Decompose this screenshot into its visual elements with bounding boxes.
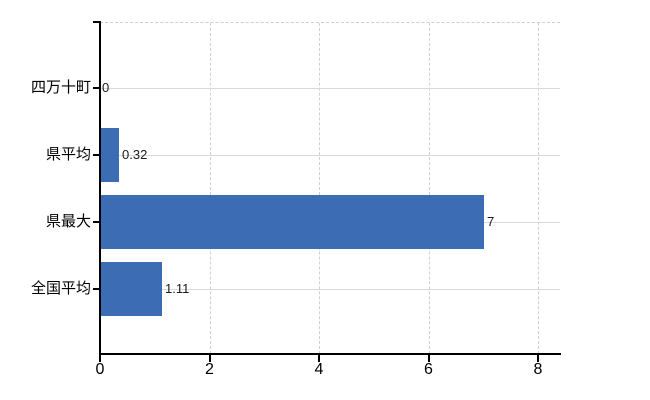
- category-label: 四万十町: [30, 79, 91, 96]
- x-tick-label: 0: [95, 361, 105, 378]
- h-gridline: [101, 88, 560, 89]
- x-axis-tick: [99, 355, 101, 362]
- x-tick-label: 8: [533, 361, 543, 378]
- x-axis-line: [99, 353, 561, 355]
- bar: [101, 128, 119, 182]
- h-gridline: [101, 289, 560, 290]
- y-axis-tick: [93, 221, 100, 223]
- x-tick-label: 2: [205, 361, 214, 378]
- y-axis-tick: [93, 87, 100, 89]
- y-axis-tick: [93, 288, 100, 290]
- x-tick-label: 6: [424, 361, 433, 378]
- x-tick-label: 4: [314, 361, 324, 378]
- y-axis-tick: [93, 154, 100, 156]
- value-label: 0.32: [122, 147, 148, 162]
- x-axis-tick: [208, 355, 211, 362]
- v-gridline: [319, 23, 320, 354]
- x-axis-tick: [318, 355, 320, 362]
- v-gridline: [428, 23, 430, 354]
- x-axis-tick: [537, 355, 539, 362]
- bar: [101, 262, 162, 316]
- value-label: 1.11: [165, 281, 190, 296]
- category-label: 県平均: [45, 146, 91, 163]
- value-label: 0: [102, 80, 110, 95]
- y-axis-line: [99, 21, 101, 354]
- category-label: 全国平均: [30, 280, 91, 297]
- v-gridline: [209, 23, 211, 354]
- v-gridline: [538, 23, 539, 354]
- category-label: 県最大: [45, 213, 91, 230]
- bar: [101, 195, 484, 249]
- x-axis-tick: [427, 355, 430, 362]
- y-axis-top-tick: [93, 21, 100, 23]
- value-label: 7: [487, 214, 495, 229]
- h-gridline: [101, 155, 560, 156]
- plot-top-border: [100, 22, 560, 23]
